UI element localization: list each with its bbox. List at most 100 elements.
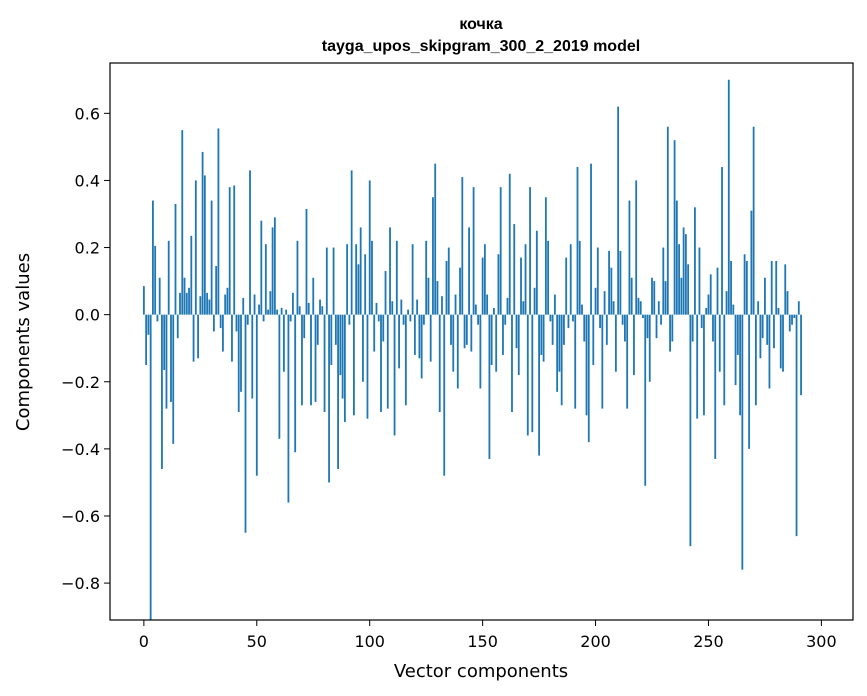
bar-component-287 bbox=[791, 314, 793, 325]
bar-component-29 bbox=[208, 299, 211, 315]
plot-frame bbox=[109, 62, 854, 621]
bar-component-142 bbox=[463, 314, 466, 349]
bar-component-165 bbox=[515, 314, 518, 349]
y-tick-label: 0.4 bbox=[75, 171, 100, 190]
bar-component-153 bbox=[488, 314, 491, 459]
bar-component-107 bbox=[384, 271, 387, 315]
bar-component-61 bbox=[280, 307, 283, 315]
bar-component-48 bbox=[251, 314, 254, 399]
bar-component-75 bbox=[312, 277, 315, 315]
bar-component-101 bbox=[371, 240, 373, 315]
bar-component-239 bbox=[682, 227, 685, 315]
bar-component-3 bbox=[149, 314, 152, 620]
bar-component-26 bbox=[201, 151, 204, 315]
bar-component-71 bbox=[303, 314, 306, 339]
bar-component-210 bbox=[617, 106, 620, 315]
bar-component-284 bbox=[784, 264, 787, 315]
bar-component-18 bbox=[183, 277, 186, 315]
bar-component-118 bbox=[409, 314, 412, 322]
bar-component-282 bbox=[779, 314, 782, 369]
bar-component-246 bbox=[698, 247, 701, 315]
bar-component-93 bbox=[353, 314, 355, 416]
bar-component-58 bbox=[273, 217, 276, 315]
bar-component-241 bbox=[687, 264, 690, 315]
bar-component-54 bbox=[264, 244, 267, 315]
bar-component-208 bbox=[612, 301, 615, 315]
bar-component-57 bbox=[271, 227, 274, 315]
bar-component-95 bbox=[357, 264, 360, 315]
x-tick-label: 300 bbox=[806, 632, 837, 651]
bar-component-60 bbox=[278, 314, 281, 439]
bar-component-286 bbox=[788, 314, 791, 332]
bar-component-273 bbox=[759, 314, 762, 359]
x-axis: 0 50 100 150 200 250 300 bbox=[139, 620, 837, 651]
bar-component-20 bbox=[188, 287, 190, 315]
x-tick-label: 150 bbox=[467, 632, 498, 651]
bar-component-158 bbox=[499, 187, 502, 315]
bar-component-27 bbox=[203, 175, 206, 315]
bar-component-152 bbox=[486, 294, 489, 315]
bar-component-110 bbox=[391, 301, 394, 315]
bar-component-270 bbox=[752, 126, 755, 315]
bar-component-157 bbox=[497, 254, 500, 315]
bar-component-151 bbox=[483, 244, 486, 315]
bar-component-97 bbox=[362, 314, 364, 382]
bar-component-81 bbox=[325, 247, 328, 315]
bar-component-202 bbox=[599, 314, 601, 329]
bar-component-167 bbox=[520, 257, 522, 315]
bar-component-103 bbox=[375, 302, 378, 315]
bar-component-143 bbox=[465, 314, 468, 345]
bar-component-111 bbox=[393, 314, 396, 436]
bar-component-176 bbox=[540, 314, 543, 355]
bar-component-11 bbox=[167, 240, 170, 315]
bar-component-120 bbox=[413, 314, 416, 355]
bar-component-22 bbox=[192, 314, 195, 362]
bar-component-217 bbox=[633, 314, 635, 376]
bar-component-198 bbox=[590, 163, 592, 315]
bar-component-141 bbox=[461, 177, 464, 315]
bar-component-218 bbox=[635, 180, 638, 315]
y-tick-label: 0.6 bbox=[75, 104, 100, 123]
bar-component-104 bbox=[377, 314, 380, 322]
y-tick-label: 0.2 bbox=[75, 239, 100, 258]
bar-component-261 bbox=[732, 304, 735, 315]
bar-component-39 bbox=[231, 314, 233, 362]
bar-component-6 bbox=[156, 314, 159, 322]
bar-component-30 bbox=[210, 200, 213, 315]
bar-component-201 bbox=[596, 247, 599, 315]
y-tick-label: −0.2 bbox=[61, 373, 100, 392]
bar-component-62 bbox=[282, 314, 285, 372]
bar-component-138 bbox=[454, 294, 457, 315]
bar-component-32 bbox=[215, 266, 218, 315]
bar-component-23 bbox=[194, 180, 197, 315]
y-axis-label: Components values bbox=[13, 253, 34, 431]
bar-component-144 bbox=[468, 227, 470, 315]
bar-component-248 bbox=[703, 314, 705, 416]
bar-component-177 bbox=[542, 314, 545, 362]
chart-title: кочка bbox=[459, 16, 502, 33]
x-tick-label: 250 bbox=[693, 632, 724, 651]
bar-component-84 bbox=[332, 247, 335, 315]
bar-component-267 bbox=[745, 260, 748, 315]
bar-component-64 bbox=[287, 314, 290, 503]
bar-component-0 bbox=[142, 286, 145, 315]
bar-component-206 bbox=[608, 250, 610, 315]
bar-component-266 bbox=[743, 254, 746, 315]
bar-component-117 bbox=[407, 309, 410, 315]
bar-component-174 bbox=[535, 230, 538, 315]
bar-component-221 bbox=[642, 314, 644, 319]
bar-component-154 bbox=[490, 314, 493, 365]
x-tick-label: 200 bbox=[580, 632, 611, 651]
bar-component-252 bbox=[712, 314, 714, 342]
bar-component-189 bbox=[569, 244, 572, 315]
bar-component-156 bbox=[495, 314, 498, 372]
bar-component-236 bbox=[675, 200, 678, 315]
bar-component-31 bbox=[212, 314, 215, 332]
bar-component-265 bbox=[741, 314, 744, 570]
bar-component-119 bbox=[411, 244, 414, 315]
bar-component-161 bbox=[506, 297, 509, 315]
x-axis-label: Vector components bbox=[394, 661, 568, 682]
bar-component-251 bbox=[709, 274, 712, 315]
bar-component-194 bbox=[581, 304, 583, 315]
bar-component-15 bbox=[176, 314, 179, 339]
